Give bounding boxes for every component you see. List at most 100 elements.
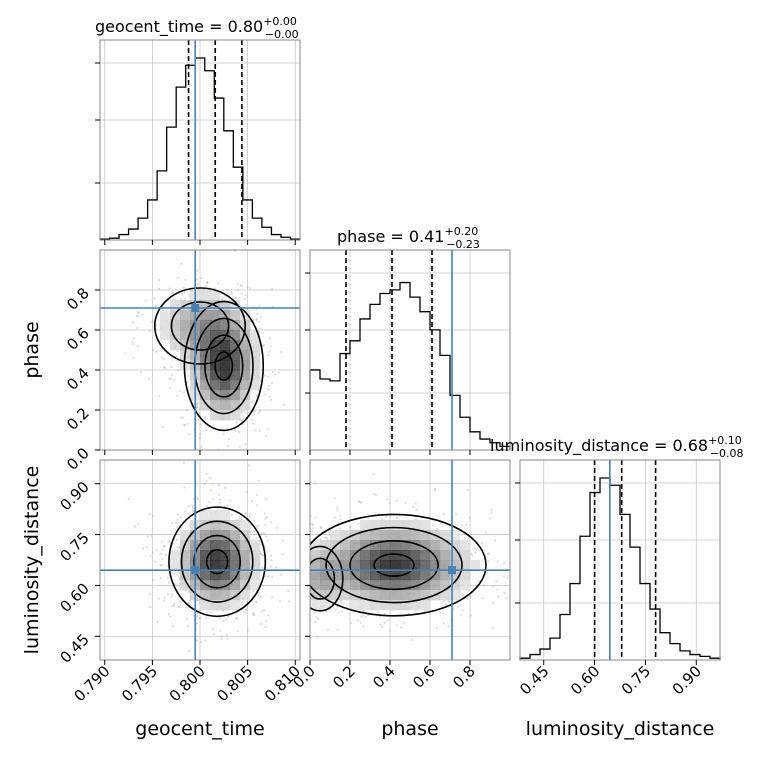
scatter-point <box>281 552 285 555</box>
scatter-point <box>137 311 140 314</box>
contour-phase-luminosity_distance-0-1 <box>349 540 439 591</box>
density-cell <box>210 390 221 401</box>
density-cell <box>230 320 241 331</box>
density-cell <box>240 580 251 591</box>
scatter-point <box>465 523 468 526</box>
scatter-point <box>240 411 243 414</box>
scatter-point <box>226 288 229 291</box>
density-cell <box>220 530 231 541</box>
scatter-point <box>154 304 157 308</box>
scatter-point <box>137 522 140 525</box>
density-cell <box>230 330 241 341</box>
scatter-point <box>257 591 260 594</box>
scatter-point <box>289 548 291 550</box>
scatter-point <box>296 609 298 611</box>
scatter-point <box>218 484 221 487</box>
density-cell <box>210 550 221 561</box>
contour-geocent_time-phase-0-1 <box>204 334 244 398</box>
density-cell <box>370 570 381 581</box>
density-cell <box>200 520 211 531</box>
density-cell <box>200 400 211 411</box>
density-cell <box>210 520 221 531</box>
scatter-point <box>196 615 199 618</box>
scatter-point <box>176 538 179 541</box>
scatter-point <box>204 639 207 642</box>
scatter-point <box>206 281 209 284</box>
xtick-label-geocent_time: 0.805 <box>213 662 256 705</box>
scatter-point <box>319 525 322 529</box>
scatter-point <box>127 498 130 501</box>
scatter-point <box>263 393 267 396</box>
scatter-point <box>258 320 261 323</box>
scatter-point <box>179 416 183 419</box>
scatter-point <box>243 610 246 614</box>
density-cell <box>250 540 261 551</box>
density-cell <box>230 550 241 561</box>
scatter-point <box>149 592 152 596</box>
scatter-point <box>374 494 378 497</box>
scatter-point <box>256 312 259 316</box>
scatter-point <box>242 416 246 419</box>
scatter-point <box>273 572 275 574</box>
density-cell <box>350 570 361 581</box>
scatter-point <box>188 294 191 298</box>
scatter-point <box>314 516 317 519</box>
scatter-point <box>301 612 303 614</box>
scatter-point <box>273 552 275 554</box>
scatter-point <box>259 315 262 318</box>
scatter-point <box>244 608 248 611</box>
scatter-point <box>132 321 135 324</box>
scatter-point <box>517 571 519 573</box>
scatter-point <box>243 410 246 413</box>
scatter-point <box>250 500 253 503</box>
contour-geocent_time-phase-1-0 <box>170 301 230 351</box>
density-cell <box>460 580 471 591</box>
scatter-point <box>176 349 179 353</box>
scatter-point <box>447 625 450 628</box>
density-cell <box>360 560 371 571</box>
density-cell <box>380 560 391 571</box>
density-cell <box>390 520 401 531</box>
density-cell <box>220 350 231 361</box>
scatter-point <box>218 617 221 620</box>
density-cell <box>240 520 251 531</box>
density-cell <box>210 560 221 571</box>
scatter-point <box>184 510 187 513</box>
scatter-point <box>179 389 182 393</box>
scatter-point <box>264 524 267 527</box>
scatter-point <box>481 596 485 599</box>
scatter-point <box>211 482 214 485</box>
scatter-point <box>171 522 174 525</box>
scatter-point <box>264 625 267 628</box>
density-cell <box>210 570 221 581</box>
density-cell <box>370 560 381 571</box>
scatter-point <box>466 488 469 492</box>
density-cell <box>210 380 221 391</box>
scatter-point <box>312 527 315 530</box>
scatter-point <box>191 506 194 509</box>
scatter-point <box>159 577 162 580</box>
scatter-point <box>336 629 339 632</box>
scatter-point <box>359 501 363 504</box>
density-cell <box>220 540 231 551</box>
title-luminosity-distance: luminosity_distance = 0.68+0.10 −0.08 <box>490 434 744 460</box>
scatter-point <box>334 608 337 611</box>
truth-marker-geocent_time-luminosity_distance <box>191 566 200 575</box>
scatter-point <box>459 613 463 616</box>
scatter-point <box>192 497 195 501</box>
density-cell <box>200 300 211 311</box>
title-geocent-time: geocent_time = 0.80+0.00 −0.00 <box>95 15 299 41</box>
density-geocent_time-luminosity_distance <box>170 510 261 611</box>
scatter-point <box>265 535 268 538</box>
density-cell <box>420 550 431 561</box>
scatter-point <box>260 610 264 613</box>
scatter-point <box>205 616 208 619</box>
scatter-point <box>179 516 182 519</box>
density-cell <box>400 530 411 541</box>
density-cell <box>180 310 191 321</box>
scatter-point <box>234 296 238 299</box>
scatter-point <box>255 318 258 322</box>
density-cell <box>320 590 331 601</box>
scatter-point <box>170 365 173 369</box>
